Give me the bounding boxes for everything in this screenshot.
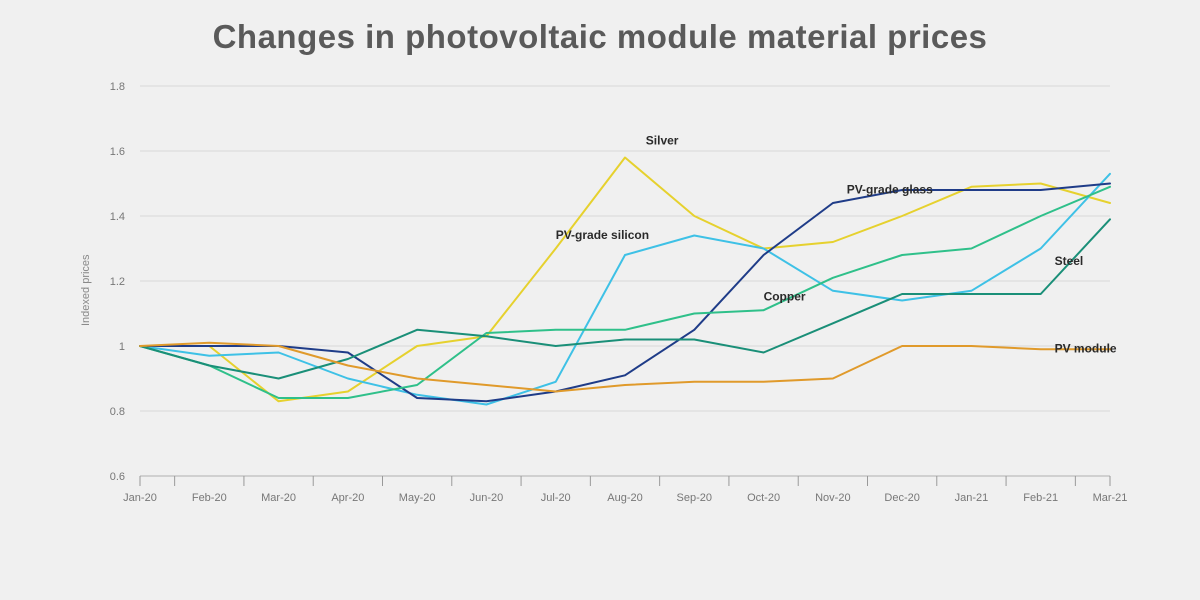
y-tick-label: 0.8 bbox=[110, 406, 125, 418]
x-tick-label: Mar-21 bbox=[1093, 492, 1128, 504]
series-label: Steel bbox=[1055, 254, 1084, 268]
x-tick-label: Mar-20 bbox=[261, 492, 296, 504]
y-tick-label: 0.6 bbox=[110, 471, 125, 483]
x-tick-label: Feb-21 bbox=[1023, 492, 1058, 504]
series-line bbox=[140, 158, 1110, 402]
y-tick-label: 1.6 bbox=[110, 146, 125, 158]
x-tick-label: Oct-20 bbox=[747, 492, 780, 504]
x-tick-label: Aug-20 bbox=[607, 492, 642, 504]
x-tick-label: Jan-20 bbox=[123, 492, 157, 504]
series-label: Copper bbox=[764, 290, 806, 304]
y-tick-label: 1.2 bbox=[110, 276, 125, 288]
x-tick-label: Jun-20 bbox=[470, 492, 504, 504]
y-tick-label: 1.4 bbox=[110, 211, 125, 223]
page-title: Changes in photovoltaic module material … bbox=[0, 0, 1200, 56]
series-label: PV-grade glass bbox=[847, 182, 933, 196]
x-tick-label: Sep-20 bbox=[677, 492, 712, 504]
chart-container: Indexed prices 0.6 0.8 1 1.2 1.4 1.6 1.8 Jan-20… bbox=[70, 66, 1130, 536]
x-tick-label: Nov-20 bbox=[815, 492, 850, 504]
y-tick-label: 1.8 bbox=[110, 81, 125, 93]
series-label: PV module bbox=[1055, 342, 1117, 356]
series-label: Silver bbox=[646, 134, 679, 148]
price-line-chart: 0.6 0.8 1 1.2 1.4 1.6 1.8 Jan-20 Feb-20 Mar-20 Apr… bbox=[70, 66, 1130, 536]
x-tick-label: Jul-20 bbox=[541, 492, 571, 504]
series-line bbox=[140, 343, 1110, 392]
x-tick-label: Dec-20 bbox=[884, 492, 919, 504]
series-label: PV-grade silicon bbox=[556, 228, 649, 242]
x-tick-label: May-20 bbox=[399, 492, 436, 504]
y-axis-label: Indexed prices bbox=[80, 254, 92, 326]
x-tick-label: Feb-20 bbox=[192, 492, 227, 504]
x-tick-label: Apr-20 bbox=[331, 492, 364, 504]
x-tick-label: Jan-21 bbox=[955, 492, 989, 504]
series-line bbox=[140, 174, 1110, 405]
y-tick-label: 1 bbox=[119, 341, 125, 353]
